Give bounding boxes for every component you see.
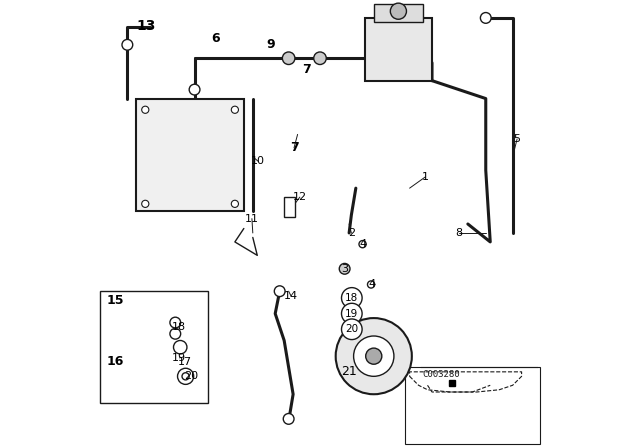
Text: 8: 8 xyxy=(455,228,463,238)
Text: C003280: C003280 xyxy=(422,370,460,379)
Circle shape xyxy=(342,319,362,340)
Text: 7: 7 xyxy=(302,63,311,76)
Text: 10: 10 xyxy=(251,156,265,166)
Text: 11: 11 xyxy=(245,214,259,224)
Text: 4: 4 xyxy=(369,280,376,289)
Circle shape xyxy=(481,13,491,23)
Text: 21: 21 xyxy=(341,365,357,379)
Circle shape xyxy=(359,241,366,248)
Text: 7: 7 xyxy=(290,141,298,155)
Bar xyxy=(284,197,296,217)
Text: 15: 15 xyxy=(106,293,124,307)
Circle shape xyxy=(141,106,149,113)
Circle shape xyxy=(353,336,394,376)
Circle shape xyxy=(231,200,239,207)
Circle shape xyxy=(282,52,295,65)
Circle shape xyxy=(365,348,382,364)
Circle shape xyxy=(231,106,239,113)
Bar xyxy=(365,18,432,81)
Text: 19: 19 xyxy=(172,353,186,363)
Text: 13: 13 xyxy=(136,19,156,33)
Circle shape xyxy=(189,84,200,95)
Circle shape xyxy=(170,317,180,328)
Text: 18: 18 xyxy=(345,293,358,303)
Text: 3: 3 xyxy=(341,264,348,274)
Text: 9: 9 xyxy=(266,38,275,52)
Circle shape xyxy=(177,368,194,384)
Text: 4: 4 xyxy=(359,239,366,249)
Text: 17: 17 xyxy=(178,357,192,367)
Circle shape xyxy=(339,263,350,274)
Bar xyxy=(374,4,423,22)
Text: 20: 20 xyxy=(345,324,358,334)
Circle shape xyxy=(342,303,362,324)
Text: 5: 5 xyxy=(514,134,520,144)
Circle shape xyxy=(122,39,132,50)
Circle shape xyxy=(342,288,362,308)
Circle shape xyxy=(173,340,187,354)
Bar xyxy=(136,99,244,211)
Circle shape xyxy=(367,281,374,288)
Circle shape xyxy=(336,318,412,394)
Circle shape xyxy=(275,286,285,297)
Bar xyxy=(100,291,208,403)
Text: 18: 18 xyxy=(172,322,186,332)
Text: 6: 6 xyxy=(211,31,220,45)
Text: 2: 2 xyxy=(348,228,355,238)
Text: 19: 19 xyxy=(345,309,358,319)
Circle shape xyxy=(314,52,326,65)
Circle shape xyxy=(141,200,149,207)
Circle shape xyxy=(390,3,406,19)
Circle shape xyxy=(170,328,180,339)
Circle shape xyxy=(284,414,294,424)
Circle shape xyxy=(182,373,189,380)
Text: 20: 20 xyxy=(184,371,198,381)
Text: 14: 14 xyxy=(284,291,298,301)
Text: 16: 16 xyxy=(106,355,124,369)
Bar xyxy=(405,367,540,444)
Text: 1: 1 xyxy=(422,172,429,182)
Text: 12: 12 xyxy=(292,192,307,202)
